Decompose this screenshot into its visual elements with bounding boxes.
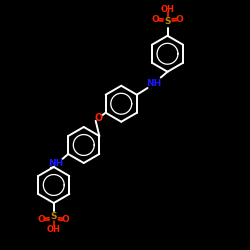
- Text: O: O: [38, 215, 46, 224]
- Text: O: O: [176, 15, 184, 24]
- Text: NH: NH: [48, 159, 64, 168]
- Text: O: O: [62, 215, 70, 224]
- Text: NH: NH: [146, 78, 162, 88]
- Text: O: O: [94, 113, 103, 123]
- Text: S: S: [164, 18, 171, 26]
- Text: OH: OH: [160, 4, 174, 14]
- Text: S: S: [50, 212, 57, 221]
- Text: OH: OH: [47, 225, 61, 234]
- Text: O: O: [152, 15, 160, 24]
